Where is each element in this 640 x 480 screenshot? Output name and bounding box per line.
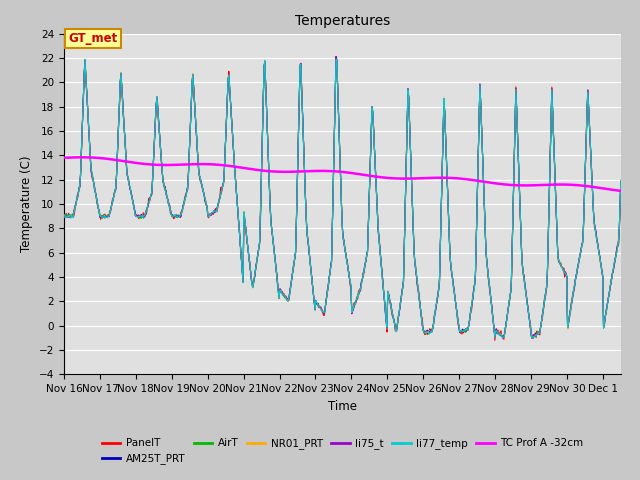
Title: Temperatures: Temperatures: [295, 14, 390, 28]
Text: GT_met: GT_met: [68, 32, 118, 45]
X-axis label: Time: Time: [328, 400, 357, 413]
Y-axis label: Temperature (C): Temperature (C): [20, 156, 33, 252]
Legend: PanelT, AM25T_PRT, AirT, NR01_PRT, li75_t, li77_temp, TC Prof A -32cm: PanelT, AM25T_PRT, AirT, NR01_PRT, li75_…: [97, 434, 588, 468]
